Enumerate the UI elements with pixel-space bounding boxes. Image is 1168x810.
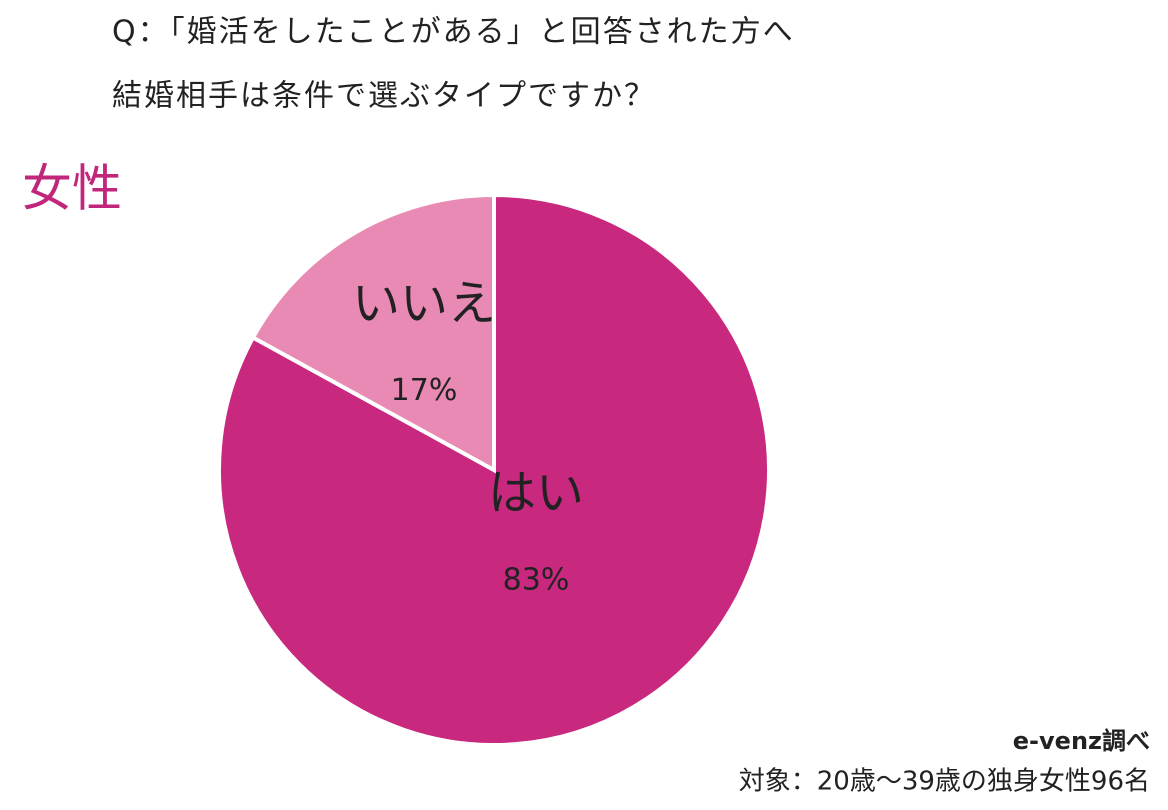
pie-slice [250,192,496,474]
slice-label: いいえ [352,276,496,332]
group-label: 女性 [22,160,122,218]
chart-title: Q：「婚活をしたことがある」と回答された方へ [112,15,795,50]
chart-subtitle: 結婚相手は条件で選ぶタイプですか？ [112,79,656,114]
slice-label: はい [488,465,584,521]
note: 対象：20歳〜39歳の独身女性96名 [739,767,1150,797]
source: e-venz調べ [1013,727,1150,755]
value-label: 83% [503,563,570,598]
value-label: 17% [391,373,458,408]
pie-slice [217,192,771,747]
